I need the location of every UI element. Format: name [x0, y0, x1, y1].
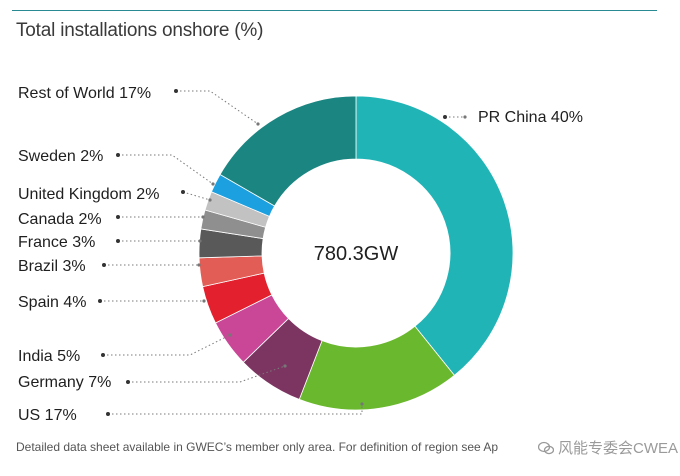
leader-dot-united-kingdom	[208, 198, 212, 202]
slice-rest-of-world	[219, 95, 357, 207]
label-united-kingdom: United Kingdom 2%	[18, 186, 159, 203]
leader-line-sweden	[118, 154, 214, 185]
leader-dot-sweden	[116, 153, 120, 157]
leader-dot-india	[101, 353, 105, 357]
watermark: 风能专委会CWEA	[537, 437, 678, 458]
leader-dot-india	[228, 333, 232, 337]
leader-dot-france	[198, 239, 202, 243]
leader-line-united-kingdom	[182, 191, 211, 201]
wechat-icon	[537, 441, 554, 454]
slice-pr-china	[355, 95, 514, 376]
leader-dot-germany	[283, 364, 287, 368]
label-rest-of-world: Rest of World 17%	[18, 85, 151, 102]
label-sweden: Sweden 2%	[18, 148, 103, 165]
leader-dot-us	[106, 412, 110, 416]
label-pr-china: PR China 40%	[478, 109, 583, 126]
label-canada: Canada 2%	[18, 211, 102, 228]
label-spain: Spain 4%	[18, 294, 87, 311]
leader-dot-brazil	[197, 263, 201, 267]
leader-dot-rest-of-world	[256, 122, 260, 126]
leader-dot-pr-china	[443, 115, 447, 119]
leader-line-us	[108, 404, 363, 415]
footnote: Detailed data sheet available in GWEC’s …	[16, 440, 499, 454]
watermark-text: 风能专委会CWEA	[557, 440, 678, 457]
leader-line-rest-of-world	[176, 90, 259, 125]
leader-dot-united-kingdom	[181, 190, 185, 194]
leader-dot-sweden	[211, 182, 215, 186]
leader-dot-spain	[98, 299, 102, 303]
leader-line-germany	[128, 365, 286, 383]
label-us: US 17%	[18, 407, 77, 424]
center-total-label: 780.3GW	[314, 243, 399, 265]
chart-title: Total installations onshore (%)	[16, 20, 264, 41]
leader-dot-us	[360, 402, 364, 406]
leader-line-india	[103, 334, 231, 356]
label-india: India 5%	[18, 348, 80, 365]
leader-dot-rest-of-world	[174, 89, 178, 93]
leader-dot-france	[116, 239, 120, 243]
leader-dot-pr-china	[463, 115, 467, 119]
label-brazil: Brazil 3%	[18, 258, 86, 275]
leader-dot-brazil	[102, 263, 106, 267]
label-france: France 3%	[18, 234, 95, 251]
leader-dot-germany	[126, 380, 130, 384]
leader-dot-spain	[202, 299, 206, 303]
leader-dot-canada	[201, 215, 205, 219]
top-rule	[12, 10, 657, 11]
leader-dot-canada	[116, 215, 120, 219]
label-germany: Germany 7%	[18, 374, 111, 391]
